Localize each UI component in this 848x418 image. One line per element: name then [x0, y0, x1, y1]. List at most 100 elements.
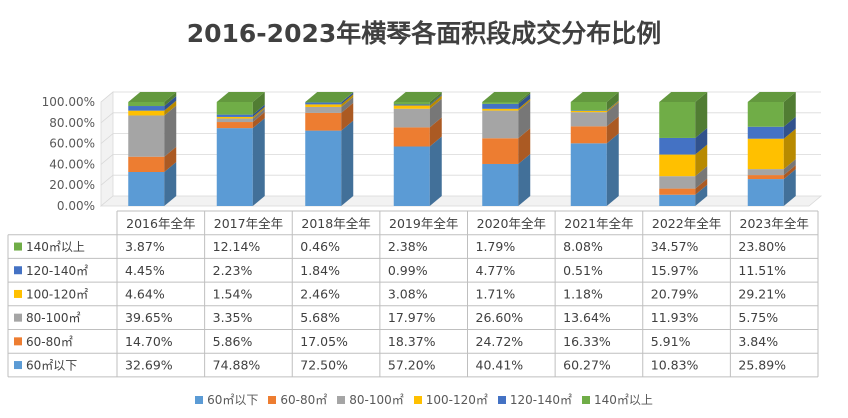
bar-front: [570, 101, 607, 111]
bar-side: [518, 100, 531, 139]
data-label: 2.46%: [300, 286, 340, 301]
legend-label: 80-100㎡: [349, 393, 404, 407]
bar-segment: [659, 178, 708, 195]
bar-side: [783, 159, 796, 176]
bar-front: [482, 108, 519, 111]
bar-front: [216, 118, 253, 123]
legend-swatch: [582, 396, 591, 404]
data-label: 34.57%: [651, 239, 699, 254]
bar-segment: [570, 91, 619, 111]
y-tick-label: 80.00%: [49, 116, 95, 130]
bar-front: [482, 110, 519, 139]
bar-side: [783, 165, 796, 180]
bar-front: [216, 116, 253, 119]
gridline: [100, 133, 821, 144]
legend-swatch: [497, 396, 506, 404]
bar-front: [128, 172, 165, 206]
data-label: 0.46%: [300, 239, 340, 254]
data-label: 57.20%: [388, 358, 436, 373]
side-wall: [100, 91, 114, 207]
data-label: 72.50%: [300, 358, 348, 373]
table-legend-key: [14, 266, 22, 275]
data-label: 24.72%: [476, 334, 524, 349]
bar-segment: [393, 117, 442, 147]
bar-side: [695, 92, 708, 138]
bar-side: [164, 105, 177, 157]
bar-side: [252, 106, 265, 119]
bar-segment: [747, 165, 796, 180]
data-label: 2.23%: [213, 263, 253, 278]
data-label: 17.05%: [300, 334, 348, 349]
data-label: 74.88%: [213, 358, 261, 373]
data-label: 0.51%: [563, 263, 603, 278]
bar-front: [747, 175, 784, 180]
legend-label: 140㎡以上: [594, 393, 653, 407]
table-legend-key: [14, 313, 22, 322]
y-tick-label: 100.00%: [42, 95, 95, 109]
data-label: 14.70%: [125, 334, 173, 349]
bar-side: [252, 112, 265, 129]
bar-side: [429, 92, 442, 105]
bar-side: [429, 136, 442, 206]
bar-top: [305, 92, 354, 103]
bar-segment: [216, 112, 265, 129]
legend-swatch: [195, 396, 204, 404]
gridline: [100, 174, 821, 186]
legend-item: 80-100㎡: [337, 391, 404, 408]
legend-label: 120-140㎡: [509, 393, 573, 407]
bar-segment: [570, 102, 619, 127]
data-label: 1.71%: [476, 286, 516, 301]
y-tick-label: 40.00%: [49, 157, 95, 171]
bar-segment: [747, 159, 796, 176]
bar-top: [570, 91, 619, 102]
bar-side: [606, 100, 619, 111]
bar-front: [128, 110, 165, 116]
bar-top: [393, 92, 442, 103]
bar-front: [659, 154, 696, 177]
bar-front: [570, 143, 607, 206]
gridline: [100, 91, 821, 103]
bar-segment: [482, 153, 531, 206]
legend-item: 100-120㎡: [413, 391, 488, 408]
bar-front: [570, 110, 607, 113]
table-series-name: 140㎡以上: [26, 240, 85, 254]
bar-front: [747, 102, 784, 127]
bar-front: [216, 102, 253, 115]
bar-segment: [747, 116, 796, 139]
bar-side: [164, 96, 177, 111]
legend-label: 60-80㎡: [280, 393, 328, 407]
bar-side: [606, 100, 619, 113]
bar-segment: [128, 100, 177, 116]
bar-front: [393, 127, 430, 147]
bar-segment: [305, 102, 354, 131]
bar-segment: [393, 136, 442, 206]
data-label: 32.69%: [125, 358, 173, 373]
data-label: 4.45%: [125, 263, 165, 278]
x-category-label: 2016年全年: [126, 216, 195, 231]
bar-front: [659, 188, 696, 195]
bar-side: [695, 178, 708, 195]
data-label: 3.84%: [738, 334, 778, 349]
data-label: 18.37%: [388, 334, 436, 349]
data-label: 0.99%: [388, 263, 428, 278]
x-category-label: 2023年全年: [740, 216, 809, 231]
bar-side: [518, 93, 531, 109]
bar-segment: [570, 133, 619, 206]
bar-segment: [305, 92, 354, 103]
bar-segment: [216, 106, 265, 119]
legend-swatch: [268, 396, 277, 404]
y-tick-label: 20.00%: [49, 178, 95, 192]
legend-label: 60㎡以下: [207, 393, 259, 407]
bar-segment: [659, 184, 708, 206]
data-label: 60.27%: [563, 358, 611, 373]
data-label: 29.21%: [738, 286, 786, 301]
table-series-name: 120-140㎡: [26, 264, 88, 278]
bar-front: [216, 128, 253, 206]
y-tick-label: 60.00%: [49, 137, 95, 151]
bar-segment: [482, 128, 531, 164]
bar-side: [518, 98, 531, 111]
bar-side: [341, 102, 354, 131]
bar-segment: [393, 95, 442, 109]
bar-top: [128, 92, 177, 102]
